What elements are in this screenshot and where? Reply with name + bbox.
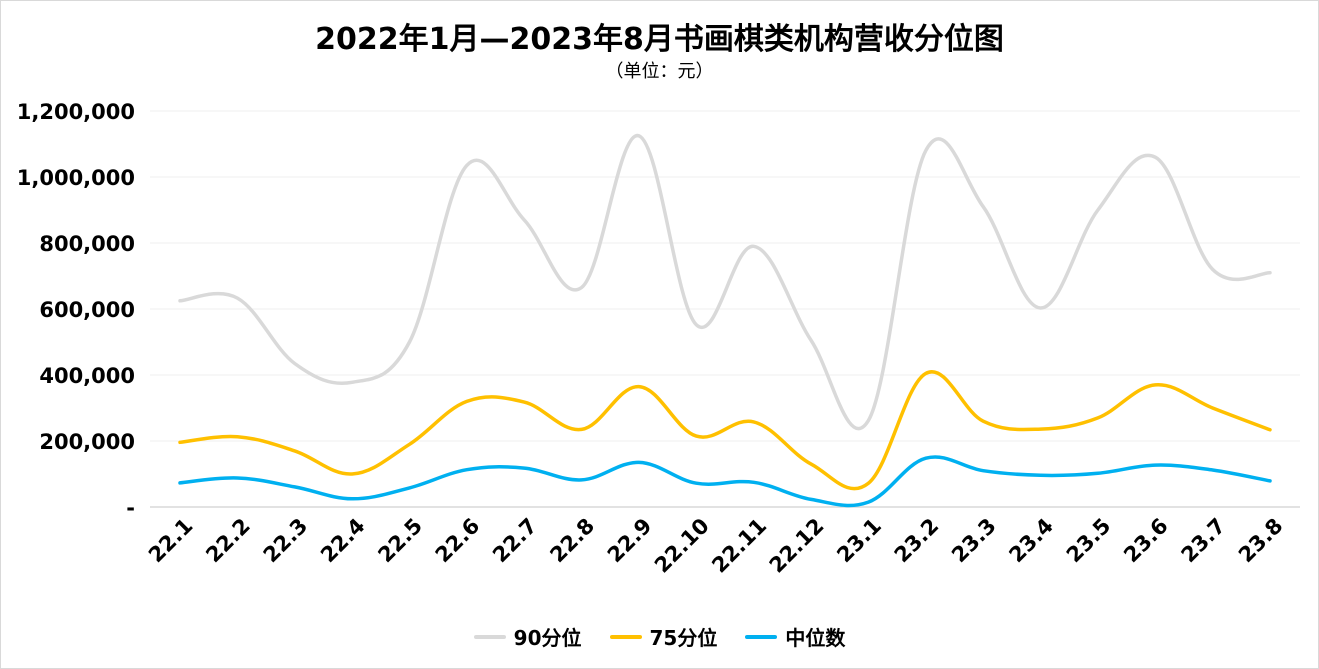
x-tick-label: 22.8 — [545, 514, 599, 568]
x-tick-label: 23.2 — [890, 514, 944, 568]
x-tick-label: 23.4 — [1004, 514, 1058, 568]
chart-title: 2022年1月—2023年8月书画棋类机构营收分位图 — [315, 22, 1004, 57]
y-tick-label: 400,000 — [39, 364, 135, 388]
y-tick-label: 200,000 — [39, 430, 135, 454]
series-line-2 — [178, 455, 1272, 508]
legend-item: 75分位 — [609, 622, 718, 651]
legend-label: 中位数 — [785, 626, 846, 650]
legend-label: 90分位 — [513, 626, 582, 650]
legend-item: 中位数 — [745, 622, 845, 651]
legend-swatch — [473, 634, 506, 639]
x-tick-label: 22.10 — [650, 514, 714, 578]
y-tick-label: 1,200,000 — [17, 100, 135, 124]
x-tick-label: 22.3 — [259, 514, 313, 568]
series-line-0 — [178, 134, 1272, 431]
x-tick-label: 22.11 — [707, 514, 771, 578]
chart-subtitle: （单位：元） — [605, 61, 714, 82]
x-tick-label: 23.6 — [1119, 514, 1173, 568]
legend-label: 75分位 — [649, 626, 718, 650]
legend-swatch — [609, 634, 642, 639]
x-tick-label: 22.4 — [316, 514, 370, 568]
x-tick-label: 22.5 — [373, 514, 427, 568]
x-tick-label: 23.5 — [1062, 514, 1116, 568]
x-tick-label: 22.12 — [765, 514, 829, 578]
x-tick-label: 23.3 — [947, 514, 1001, 568]
x-tick-label: 23.1 — [832, 514, 886, 568]
series-line-1 — [178, 370, 1272, 491]
legend: 90分位 75分位 中位数 — [0, 622, 1319, 651]
y-tick-label: 600,000 — [39, 298, 135, 322]
y-tick-label: 800,000 — [39, 232, 135, 256]
legend-swatch — [745, 634, 778, 639]
x-tick-label: 22.2 — [201, 514, 255, 568]
x-tick-label: 22.7 — [488, 514, 542, 568]
x-tick-label: 23.7 — [1177, 514, 1231, 568]
y-tick-label: - — [126, 496, 135, 520]
x-tick-label: 22.9 — [603, 514, 657, 568]
legend-item: 90分位 — [473, 622, 582, 651]
x-tick-label: 23.8 — [1234, 514, 1288, 568]
y-tick-label: 1,000,000 — [17, 166, 135, 190]
x-tick-label: 22.6 — [431, 514, 485, 568]
x-tick-label: 22.1 — [144, 514, 198, 568]
